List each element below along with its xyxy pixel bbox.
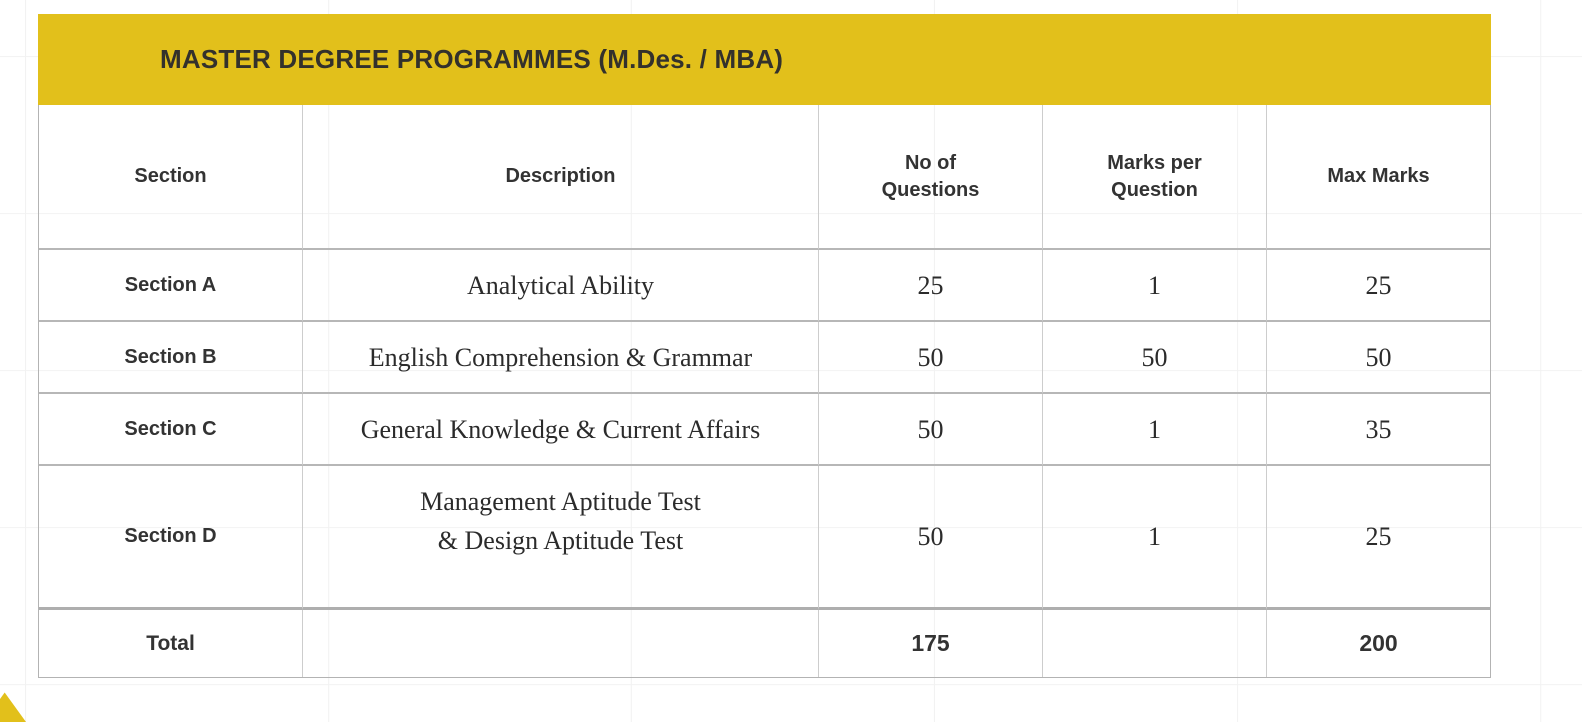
table-title-banner: MASTER DEGREE PROGRAMMES (M.Des. / MBA)	[38, 14, 1491, 105]
col-header-description: Description	[303, 105, 819, 250]
col-header-section: Section	[39, 105, 303, 250]
max-marks-cell: 50	[1267, 322, 1490, 394]
questions-cell: 25	[819, 250, 1043, 322]
description-cell: English Comprehension & Grammar	[303, 322, 819, 394]
total-description-cell	[303, 610, 819, 677]
col-header-no-of-questions: No of Questions	[819, 105, 1043, 250]
marks-per-question-cell: 1	[1043, 466, 1267, 610]
section-cell: Section C	[39, 394, 303, 466]
max-marks-cell: 35	[1267, 394, 1490, 466]
section-cell: Section B	[39, 322, 303, 394]
questions-cell: 50	[819, 466, 1043, 610]
total-questions-cell: 175	[819, 610, 1043, 677]
marks-per-question-cell: 1	[1043, 250, 1267, 322]
description-cell: Management Aptitude Test & Design Aptitu…	[303, 466, 819, 610]
max-marks-cell: 25	[1267, 250, 1490, 322]
total-label-cell: Total	[39, 610, 303, 677]
total-max-marks-cell: 200	[1359, 630, 1398, 656]
table-title: MASTER DEGREE PROGRAMMES (M.Des. / MBA)	[160, 44, 784, 74]
section-cell: Section A	[39, 250, 303, 322]
questions-cell: 50	[819, 394, 1043, 466]
total-marks-per-question-cell	[1043, 610, 1267, 677]
col-header-max-marks: Max Marks	[1267, 105, 1490, 250]
col-header-marks-per-question: Marks per Question	[1043, 105, 1267, 250]
section-cell: Section D	[39, 466, 303, 610]
description-cell: Analytical Ability	[303, 250, 819, 322]
exam-structure-table: Section Description No of Questions Mark…	[38, 105, 1491, 678]
max-marks-cell: 25	[1267, 466, 1490, 610]
questions-cell: 50	[819, 322, 1043, 394]
marks-per-question-cell: 1	[1043, 394, 1267, 466]
marks-per-question-cell: 50	[1043, 322, 1267, 394]
yellow-corner-decoration	[0, 692, 26, 722]
description-cell: General Knowledge & Current Affairs	[303, 394, 819, 466]
